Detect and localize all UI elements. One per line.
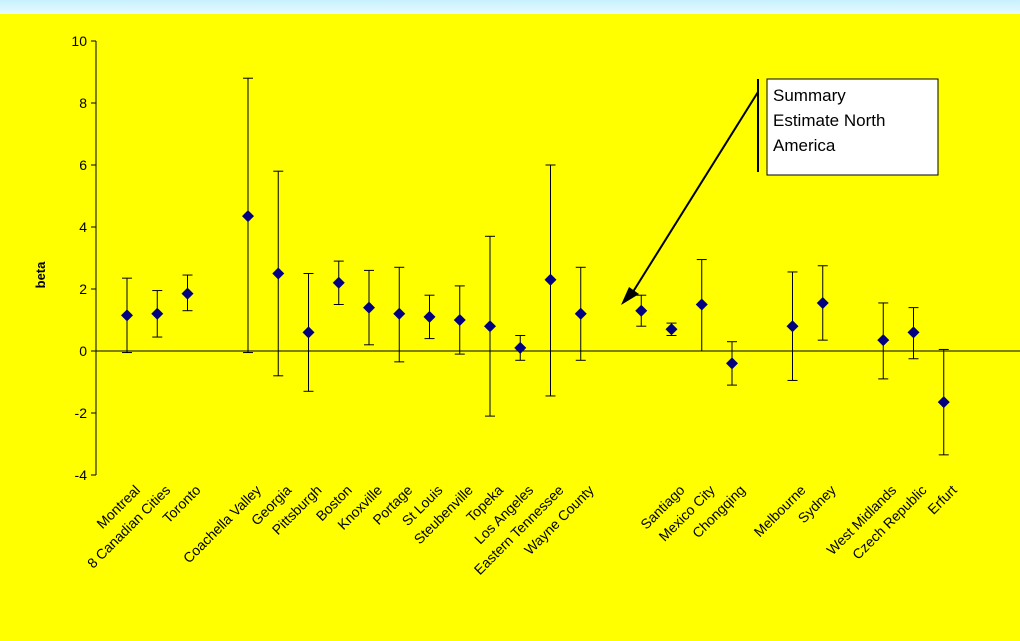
- callout-box: [766, 78, 939, 176]
- data-point-marker: [726, 357, 738, 370]
- data-point-marker: [665, 323, 678, 336]
- callout-line-2: Estimate North: [773, 111, 885, 130]
- callout-arrow-line: [630, 91, 759, 296]
- data-point-marker: [121, 309, 133, 322]
- data-point-marker: [877, 334, 890, 347]
- y-tick-label: 8: [79, 95, 87, 111]
- data-point-marker: [907, 326, 920, 339]
- data-point-marker: [302, 326, 315, 339]
- data-point-marker: [544, 273, 557, 286]
- data-point-marker: [363, 301, 375, 314]
- data-point-marker: [695, 298, 708, 311]
- data-point-marker: [514, 341, 527, 354]
- window-top-bar: [0, 0, 1020, 14]
- y-tick-label: -2: [75, 405, 88, 421]
- data-point-marker: [453, 314, 466, 326]
- y-axis-label: beta: [33, 261, 48, 289]
- data-point-marker: [272, 267, 285, 280]
- y-tick-label: 4: [79, 219, 87, 235]
- data-point-marker: [393, 307, 406, 320]
- callout-line-1: Summary: [773, 86, 846, 105]
- data-point-marker: [574, 307, 587, 320]
- data-point-marker: [423, 310, 436, 323]
- data-point-marker: [816, 296, 829, 309]
- y-tick-label: -4: [75, 467, 88, 483]
- data-point-marker: [151, 307, 164, 320]
- data-point-marker: [181, 287, 194, 300]
- data-point-marker: [242, 210, 254, 223]
- y-tick-label: 10: [71, 33, 87, 49]
- y-tick-label: 0: [79, 343, 87, 359]
- callout-arrow-head: [621, 287, 639, 305]
- data-point-marker: [937, 396, 950, 409]
- data-point-marker: [635, 304, 648, 317]
- data-point-marker: [332, 276, 345, 289]
- x-category-label: Erfurt: [924, 482, 960, 518]
- callout-line-3: America: [773, 136, 836, 155]
- y-tick-label: 6: [79, 157, 87, 173]
- data-point-marker: [786, 320, 799, 333]
- y-tick-label: 2: [79, 281, 87, 297]
- callout-annotation: Summary Estimate North America: [621, 78, 939, 305]
- data-point-marker: [484, 320, 496, 333]
